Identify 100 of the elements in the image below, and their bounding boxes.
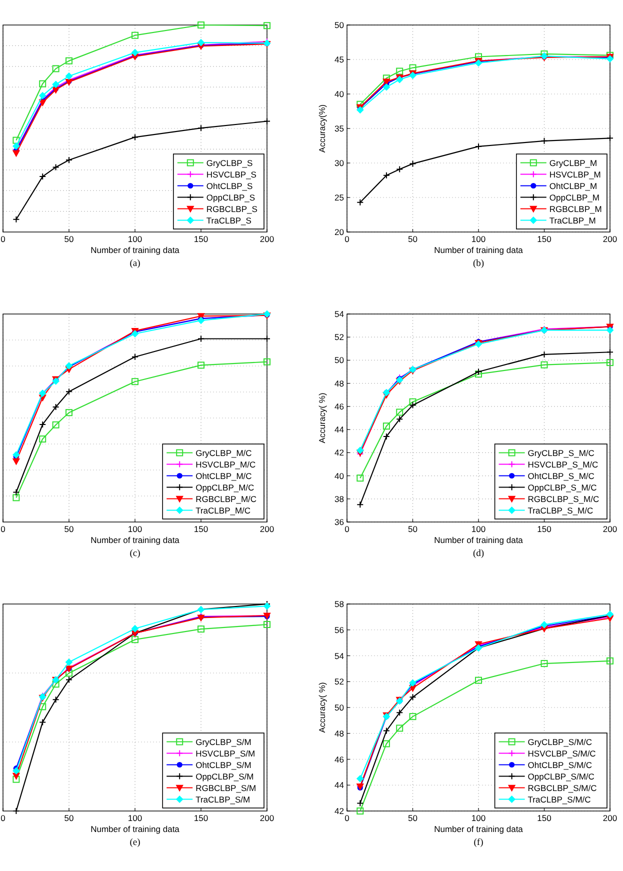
y-tick-label: 50 [334, 20, 344, 30]
x-axis-title: Number of training data [90, 535, 180, 545]
y-tick-label: 35 [334, 124, 344, 134]
y-tick-label: 54 [334, 309, 344, 319]
legend-label: RGBCLBP_S_M/C [528, 494, 600, 504]
y-tick-label: 38 [334, 494, 344, 504]
y-tick-label: 48 [334, 728, 344, 738]
legend-label: OhtCLBP_S/M [196, 760, 252, 770]
x-tick-label: 100 [471, 524, 486, 534]
x-axis-title: Number of training data [90, 824, 180, 834]
text: (f) [474, 838, 484, 848]
text: (b) [472, 259, 484, 269]
legend-label: GryCLBP_M [549, 158, 598, 168]
y-tick-label: 44 [334, 424, 344, 435]
y-tick-label: 36 [334, 517, 344, 527]
y-tick-label: 56 [334, 624, 344, 635]
x-tick-label: 200 [602, 813, 618, 823]
x-tick-label: 150 [194, 234, 208, 244]
legend-label: RGBCLBP_M [549, 204, 602, 214]
y-tick-label: 54 [334, 650, 344, 661]
legend-label: GryCLBP_S/M/C [528, 736, 592, 747]
x-tick-label: 200 [260, 234, 274, 244]
x-axis-title: Number of training data [90, 245, 180, 255]
legend-label: HSVCLBP_S/M/C [528, 748, 596, 758]
legend-label: HSVCLBP_S_M/C [528, 459, 598, 470]
y-tick-label: 42 [334, 806, 344, 816]
x-tick-label: 150 [194, 813, 208, 823]
legend-label: RGBCLBP_S/M [196, 782, 256, 793]
legend-label: TraCLBP_S_M/C [528, 505, 594, 516]
legend-label: HSVCLBP_S [206, 169, 257, 180]
x-tick-label: 0 [344, 524, 350, 534]
x-tick-label: 0 [0, 524, 6, 534]
legend-label: TraCLBP_S/M/C [528, 794, 591, 804]
legend-label: TraCLBP_S/M [196, 794, 250, 804]
y-tick-label: 52 [334, 676, 344, 687]
y-tick-label: 20 [334, 227, 344, 237]
y-tick-label: 45 [334, 54, 344, 64]
text: (d) [472, 549, 484, 559]
legend-label: HSVCLBP_M/C [196, 459, 256, 470]
text: (e) [130, 838, 140, 848]
legend-label: GryCLBP_S/M [196, 736, 252, 747]
legend-label: OppCLBP_M/C [196, 482, 254, 492]
legend-label: OhtCLBP_S [206, 180, 254, 191]
legend-label: TraCLBP_M/C [196, 505, 251, 516]
y-tick-label: 30 [334, 158, 344, 168]
x-tick-label: 0 [344, 234, 350, 244]
x-tick-label: 100 [128, 234, 142, 244]
legend-label: OhtCLBP_M [549, 180, 598, 191]
x-tick-label: 150 [194, 524, 208, 534]
x-tick-label: 150 [537, 234, 552, 244]
x-tick-label: 50 [64, 813, 74, 823]
legend-label: OppCLBP_S/M/C [528, 771, 594, 782]
x-tick-label: 50 [408, 234, 418, 244]
legend-label: HSVCLBP_M [549, 169, 601, 180]
y-tick-label: 52 [334, 332, 344, 342]
y-tick-label: 46 [334, 754, 344, 764]
x-tick-label: 50 [408, 524, 418, 534]
y-tick-label: 58 [334, 599, 344, 609]
x-tick-label: 200 [260, 524, 274, 534]
x-tick-label: 0 [0, 234, 6, 244]
legend-label: GryCLBP_S_M/C [528, 448, 594, 458]
y-tick-label: 50 [334, 355, 344, 366]
x-tick-label: 100 [471, 813, 486, 823]
y-axis-title: Accuracy( %) [317, 682, 327, 733]
legend-label: OhtCLBP_S_M/C [528, 470, 594, 481]
legend-label: RGBCLBP_M/C [196, 494, 257, 504]
x-tick-label: 200 [602, 524, 618, 534]
legend-label: TraCLBP_M [549, 215, 596, 226]
x-tick-label: 50 [64, 524, 74, 534]
x-axis-title: Number of training data [434, 824, 524, 834]
y-tick-label: 46 [334, 401, 344, 412]
x-axis-title: Number of training data [434, 245, 524, 255]
legend-label: RGBCLBP_S/M/C [528, 782, 597, 793]
legend-label: HSVCLBP_S/M [196, 748, 256, 758]
text: (c) [130, 549, 140, 559]
x-tick-label: 100 [128, 524, 142, 534]
y-tick-label: 42 [334, 448, 344, 458]
legend-label: GryCLBP_M/C [196, 448, 252, 458]
y-tick-label: 40 [334, 470, 344, 481]
y-tick-label: 48 [334, 378, 344, 388]
legend-label: OppCLBP_S_M/C [528, 482, 597, 492]
y-tick-label: 50 [334, 702, 344, 712]
legend-label: RGBCLBP_S [206, 204, 258, 214]
x-tick-label: 50 [64, 234, 74, 244]
legend-label: OppCLBP_S [206, 192, 256, 202]
text: (a) [130, 259, 140, 269]
x-tick-label: 50 [408, 813, 418, 823]
x-tick-label: 100 [128, 813, 142, 823]
y-tick-label: 44 [334, 780, 344, 790]
y-tick-label: 40 [334, 89, 344, 99]
x-tick-label: 200 [602, 234, 618, 244]
legend-label: OppCLBP_S/M [196, 771, 254, 782]
x-tick-label: 100 [471, 234, 486, 244]
y-axis-title: Accuracy( %) [317, 392, 327, 444]
legend-label: OhtCLBP_M/C [196, 470, 252, 481]
x-axis-title: Number of training data [434, 535, 524, 545]
legend-label: GryCLBP_S [206, 158, 254, 168]
x-tick-label: 0 [344, 813, 350, 823]
y-tick-label: 25 [334, 192, 344, 202]
legend-label: OppCLBP_M [549, 192, 600, 202]
